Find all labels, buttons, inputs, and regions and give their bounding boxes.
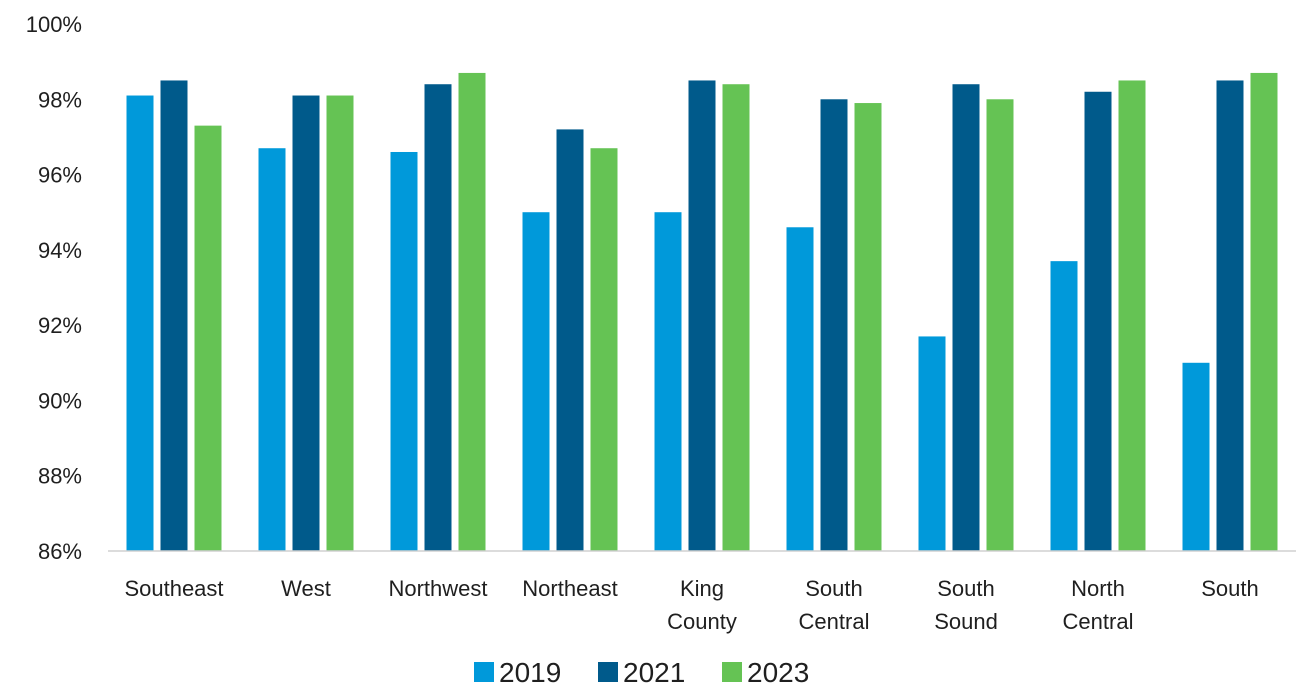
- x-tick-label-line: South: [805, 576, 863, 601]
- legend-item-2023: 2023: [722, 657, 809, 688]
- x-tick-label-line: Northwest: [388, 576, 487, 601]
- x-tick-label-line: Sound: [934, 609, 998, 634]
- legend-label-2021: 2021: [623, 657, 685, 688]
- bar-2019: [918, 336, 946, 551]
- bar-group-south-sound: [918, 84, 1014, 552]
- legend: 2019 2021 2023: [474, 657, 809, 688]
- y-tick-label: 86%: [38, 539, 82, 564]
- bar-2019: [1050, 261, 1078, 551]
- legend-item-2019: 2019: [474, 657, 561, 688]
- x-tick-label: West: [281, 576, 331, 601]
- legend-swatch-2021: [598, 662, 618, 682]
- bar-2021: [556, 129, 584, 551]
- x-tick-label: King County: [667, 576, 737, 634]
- x-tick-label: South: [1201, 576, 1259, 601]
- bar-groups: [126, 72, 1278, 552]
- x-axis-labels: Southeast West Northwest Northeast King Count…: [124, 576, 1258, 634]
- bar-2019: [522, 212, 550, 551]
- bar-2021: [1084, 91, 1112, 551]
- legend-swatch-2019: [474, 662, 494, 682]
- bar-2023: [590, 148, 618, 551]
- bar-2021: [688, 80, 716, 551]
- bar-group-south: [1182, 72, 1278, 551]
- bar-2019: [786, 227, 814, 551]
- y-tick-label: 92%: [38, 313, 82, 338]
- x-tick-label-line: South: [1201, 576, 1259, 601]
- x-tick-label: Northeast: [522, 576, 617, 601]
- bar-2023: [722, 84, 750, 551]
- x-tick-label-line: Central: [1063, 609, 1134, 634]
- bar-2021: [1216, 80, 1244, 551]
- bar-group-west: [258, 95, 354, 552]
- bar-2023: [194, 125, 222, 551]
- y-tick-label: 96%: [38, 163, 82, 188]
- bar-2019: [1182, 362, 1210, 551]
- bar-2021: [160, 80, 188, 551]
- legend-label-2019: 2019: [499, 657, 561, 688]
- legend-item-2021: 2021: [598, 657, 685, 688]
- y-axis-ticks: 86% 88% 90% 92% 94% 96% 98% 100%: [26, 12, 82, 564]
- bar-2021: [292, 95, 320, 552]
- bar-group-north-central: [1050, 80, 1146, 551]
- bar-2019: [126, 95, 154, 552]
- bar-2019: [390, 151, 418, 551]
- x-tick-label-line: West: [281, 576, 331, 601]
- legend-label-2023: 2023: [747, 657, 809, 688]
- x-tick-label-line: King: [680, 576, 724, 601]
- bar-2023: [986, 99, 1014, 552]
- y-tick-label: 90%: [38, 388, 82, 413]
- x-tick-label: Northwest: [388, 576, 487, 601]
- bar-2021: [424, 84, 452, 551]
- bar-group-king-county: [654, 80, 750, 551]
- y-tick-label: 100%: [26, 12, 82, 37]
- x-tick-label-line: Southeast: [124, 576, 223, 601]
- bar-group-southeast: [126, 80, 222, 552]
- x-tick-label-line: South: [937, 576, 995, 601]
- bar-2023: [1250, 72, 1278, 551]
- bar-2023: [458, 72, 486, 551]
- bar-2023: [326, 95, 354, 552]
- y-tick-label: 98%: [38, 87, 82, 112]
- bar-2023: [1118, 80, 1146, 551]
- x-tick-label: South Sound: [934, 576, 998, 634]
- bar-group-south-central: [786, 99, 882, 552]
- bar-2023: [854, 103, 882, 552]
- x-tick-label-line: County: [667, 609, 737, 634]
- x-tick-label-line: Central: [799, 609, 870, 634]
- x-tick-label-line: Northeast: [522, 576, 617, 601]
- y-tick-label: 94%: [38, 238, 82, 263]
- bar-2019: [654, 212, 682, 551]
- x-tick-label-line: North: [1071, 576, 1125, 601]
- bar-2019: [258, 148, 286, 551]
- x-tick-label: North Central: [1063, 576, 1134, 634]
- bar-group-northwest: [390, 72, 486, 551]
- y-tick-label: 88%: [38, 464, 82, 489]
- bar-2021: [952, 84, 980, 551]
- x-tick-label: South Central: [799, 576, 870, 634]
- x-tick-label: Southeast: [124, 576, 223, 601]
- bar-2021: [820, 99, 848, 552]
- bar-group-northeast: [522, 129, 618, 551]
- legend-swatch-2023: [722, 662, 742, 682]
